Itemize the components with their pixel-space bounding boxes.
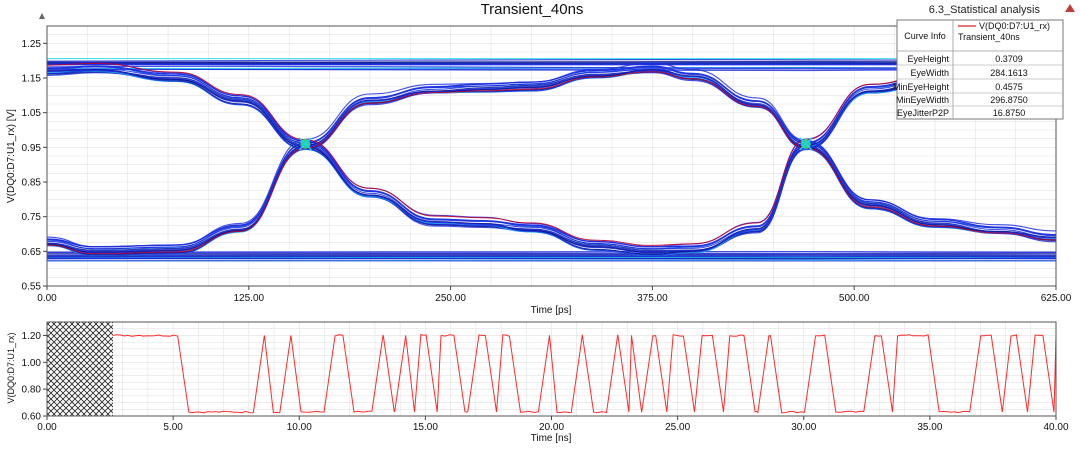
metric-label: MinEyeHeight — [893, 82, 950, 92]
hatched-region — [47, 322, 113, 416]
eye-y-tick-label: 0.85 — [22, 178, 42, 189]
transient-y-tick-label: 0.60 — [22, 412, 42, 423]
transient-x-tick-label: 15.00 — [413, 422, 438, 433]
transient-grid — [47, 322, 1056, 416]
transient-x-tick-label: 25.00 — [665, 422, 690, 433]
chart-title: Transient_40ns — [481, 1, 584, 18]
transient-x-tick-label: 20.00 — [539, 422, 564, 433]
metric-label: MinEyeWidth — [896, 95, 949, 105]
metric-value: 0.4575 — [995, 82, 1023, 92]
eye-x-tick-label: 250.00 — [435, 293, 466, 304]
legend-series-sub: Transient_40ns — [958, 32, 1020, 42]
transient-trace — [113, 335, 1056, 413]
warning-triangle-icon[interactable] — [1065, 4, 1075, 12]
eye-low-rail — [47, 252, 1056, 253]
curve-info-header: Curve Info — [904, 31, 946, 41]
eye-x-tick-label: 500.00 — [839, 293, 870, 304]
transient-y-tick-label: 1.20 — [22, 331, 42, 342]
project-label: 6.3_Statistical analysis — [929, 4, 1041, 16]
metric-label: EyeHeight — [907, 54, 949, 64]
eye-y-tick-label: 0.95 — [22, 143, 42, 154]
transient-x-tick-label: 10.00 — [287, 422, 312, 433]
eye-y-tick-label: 0.75 — [22, 212, 42, 223]
eye-x-tick-label: 625.00 — [1041, 293, 1072, 304]
eye-y-axis-label: V(DQ0:D7:U1_rx) [V] — [6, 109, 17, 203]
transient-y-axis-label: V(DQ0:D7:U1_rx) — [6, 332, 16, 403]
transient-x-axis-label: Time [ns] — [531, 433, 572, 444]
sort-marker-icon — [39, 13, 45, 19]
transient-y-tick-label: 0.80 — [22, 385, 42, 396]
eye-x-tick-label: 125.00 — [234, 293, 265, 304]
eye-y-tick-label: 1.25 — [22, 39, 42, 50]
metric-label: EyeWidth — [910, 68, 949, 78]
metric-value: 16.8750 — [993, 108, 1026, 118]
eye-x-tick-label: 0.00 — [37, 293, 57, 304]
eye-y-tick-label: 1.05 — [22, 108, 42, 119]
eye-y-tick-label: 0.55 — [22, 282, 42, 293]
metric-label: EyeJitterP2P — [897, 108, 949, 118]
metric-value: 296.8750 — [990, 95, 1028, 105]
eye-x-axis-label: Time [ps] — [531, 305, 572, 316]
transient-x-tick-label: 0.00 — [37, 422, 57, 433]
metric-value: 284.1613 — [990, 68, 1028, 78]
transient-x-tick-label: 5.00 — [163, 422, 183, 433]
transient-y-tick-label: 1.00 — [22, 358, 42, 369]
transient-axes: 0.00 5.00 10.00 15.00 20.00 25.00 30.00 35.00 40… — [22, 331, 1069, 433]
eye-x-tick-label: 375.00 — [637, 293, 668, 304]
transient-x-tick-label: 35.00 — [917, 422, 942, 433]
transient-waveform — [113, 335, 1056, 413]
curve-info-table[interactable]: Curve Info V(DQ0:D7:U1_rx) Transient_40n… — [893, 20, 1063, 119]
eye-y-tick-label: 0.65 — [22, 247, 42, 258]
transient-x-tick-label: 30.00 — [791, 422, 816, 433]
transient-x-tick-label: 40.00 — [1043, 422, 1068, 433]
metric-value: 0.3709 — [995, 54, 1023, 64]
legend-series-name: V(DQ0:D7:U1_rx) — [979, 21, 1050, 31]
eye-y-tick-label: 1.15 — [22, 74, 42, 85]
